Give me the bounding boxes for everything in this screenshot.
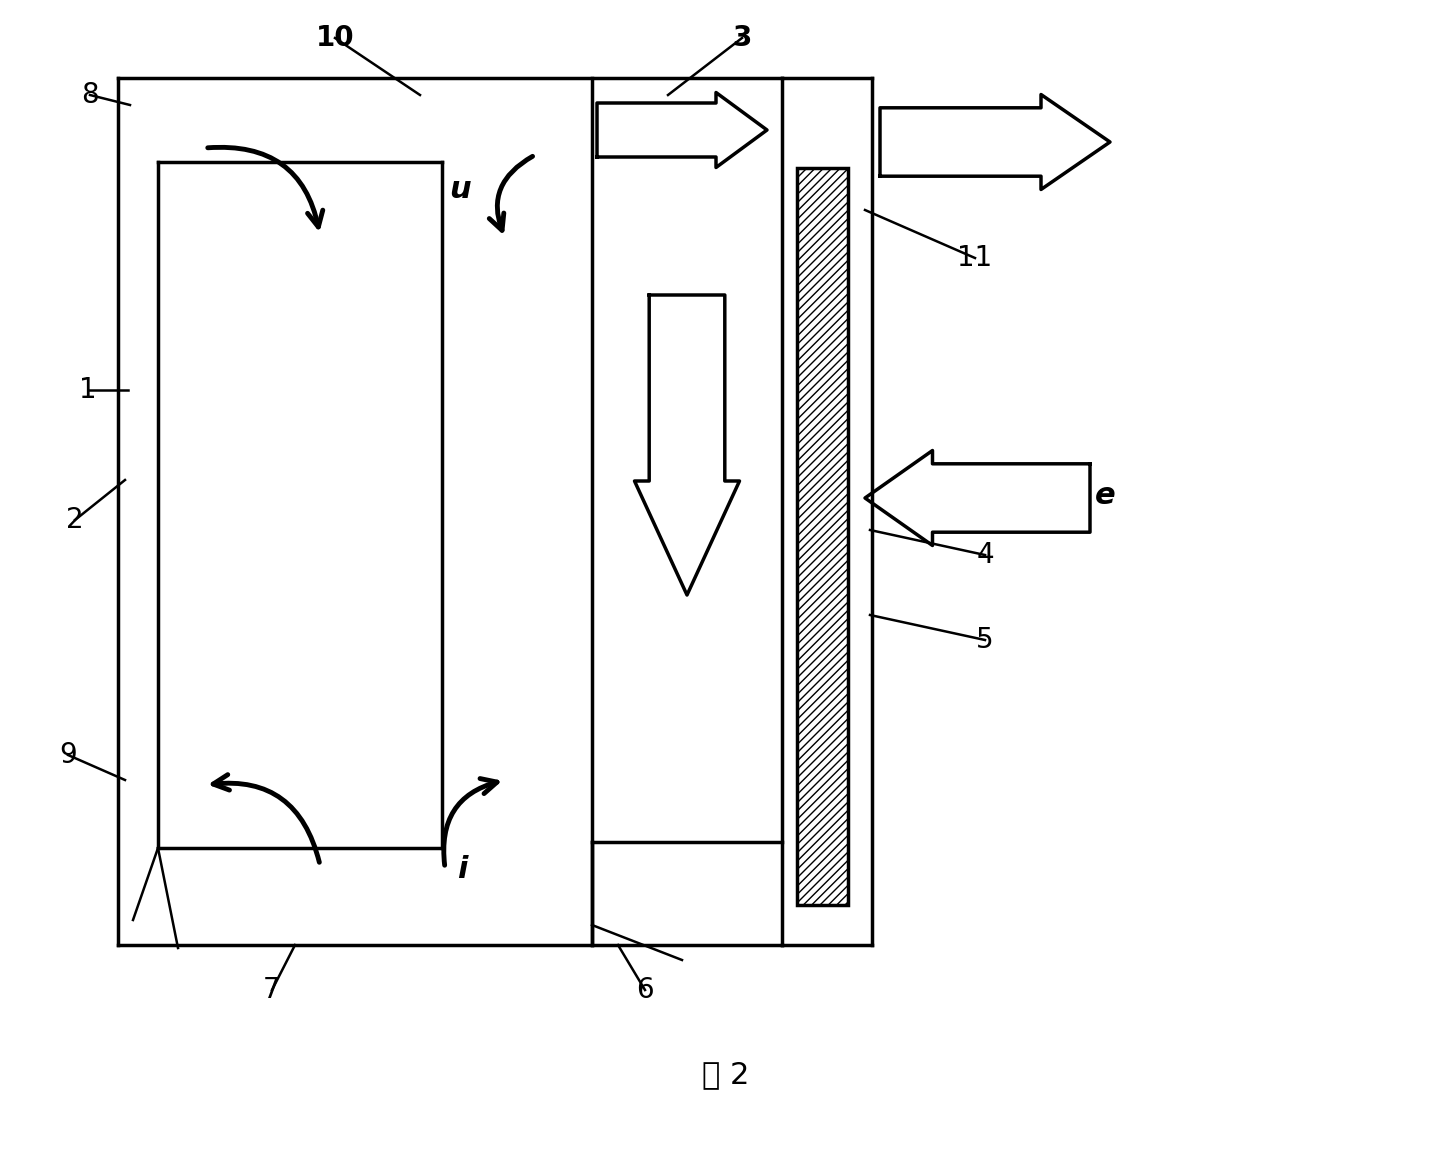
Text: 4: 4 [976,541,994,569]
Text: e: e [1094,481,1116,510]
Text: 5: 5 [976,626,994,654]
Text: 8: 8 [81,81,99,109]
Text: 1: 1 [78,376,97,404]
Text: 9: 9 [60,741,77,769]
Text: i: i [456,856,468,885]
Text: 3: 3 [732,24,751,52]
Text: 10: 10 [315,24,355,52]
Text: 7: 7 [263,976,280,1004]
Text: 11: 11 [958,244,992,272]
Bar [798,168,849,906]
Text: 2: 2 [67,506,84,534]
Text: u: u [449,175,471,204]
Text: 图 2: 图 2 [702,1060,750,1089]
Text: 6: 6 [636,976,654,1004]
